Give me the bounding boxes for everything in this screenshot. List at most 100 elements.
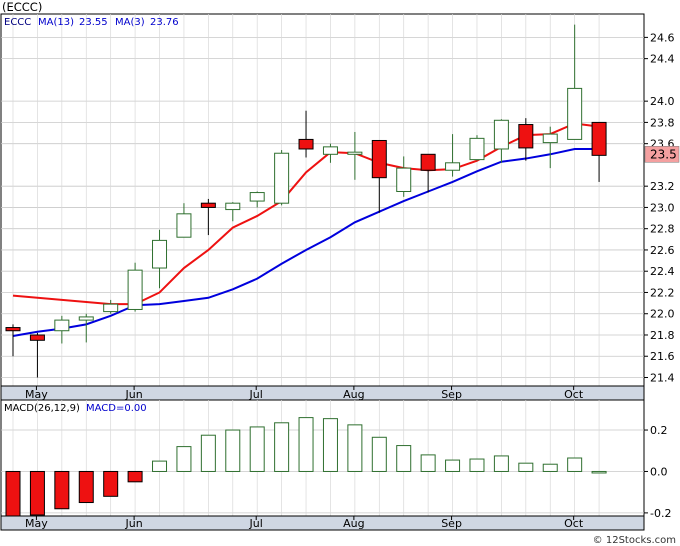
legend-ma3-name: MA(3) bbox=[115, 17, 145, 28]
candle bbox=[298, 110, 314, 158]
candle bbox=[225, 202, 241, 222]
candle bbox=[176, 203, 192, 238]
macd-panel: 0.2 0.0 -0.2 MACD(26,12,9) MACD=0.00 bbox=[0, 399, 671, 520]
price-month-label: Oct bbox=[564, 388, 584, 401]
macd-bar bbox=[567, 457, 583, 472]
price-panel: 24.624.424.023.823.623.223.022.822.622.4… bbox=[0, 13, 680, 387]
ticker-label: (ECCC) bbox=[2, 0, 42, 14]
macd-month-label: Jun bbox=[125, 517, 143, 530]
macd-bar bbox=[127, 470, 143, 483]
candle-body bbox=[29, 334, 45, 341]
candle bbox=[371, 139, 387, 213]
macd-time-labels: May Jun Jul Aug Sep Oct bbox=[25, 516, 584, 530]
price-tick-label: 22.0 bbox=[650, 308, 675, 321]
candle bbox=[322, 143, 338, 163]
macd-plot-frame bbox=[0, 399, 645, 517]
macd-tick-label: -0.2 bbox=[650, 507, 671, 520]
price-tick-label: 23.8 bbox=[650, 116, 675, 129]
legend-ma13-value: 23.55 bbox=[79, 17, 108, 28]
last-price-box bbox=[644, 146, 680, 163]
candle-body bbox=[200, 202, 216, 208]
candle bbox=[54, 315, 70, 344]
macd-bar bbox=[445, 459, 461, 472]
price-plot-frame bbox=[0, 13, 645, 387]
price-month-label: Jul bbox=[249, 388, 263, 401]
macd-month-label: Sep bbox=[441, 517, 462, 530]
macd-label: MACD(26,12,9) bbox=[4, 403, 80, 414]
macd-bar bbox=[5, 470, 21, 517]
price-month-label: Sep bbox=[441, 388, 462, 401]
candle bbox=[5, 324, 21, 357]
ma3-layer bbox=[12, 122, 600, 306]
macd-bar bbox=[591, 470, 607, 474]
macd-bar bbox=[396, 445, 412, 472]
macd-bar bbox=[103, 470, 119, 497]
candle bbox=[396, 156, 412, 197]
candle-body bbox=[567, 87, 583, 140]
price-tick-label: 22.2 bbox=[650, 286, 675, 299]
macd-bar bbox=[469, 458, 485, 472]
candle-body bbox=[469, 137, 485, 161]
price-tick-label: 24.0 bbox=[650, 95, 675, 108]
candle-body bbox=[249, 192, 265, 202]
last-price-marker: 23.5 bbox=[644, 146, 680, 163]
macd-bar bbox=[54, 470, 70, 510]
candle bbox=[591, 121, 607, 182]
macd-value-label: MACD=0.00 bbox=[86, 403, 147, 414]
price-legend: (ECCC) ECCC MA(13) 23.55 MA(3) 23.76 bbox=[2, 0, 179, 28]
price-month-label: May bbox=[25, 388, 48, 401]
candle-body bbox=[420, 153, 436, 171]
candle-body bbox=[78, 316, 94, 321]
price-month-label: Jun bbox=[125, 388, 143, 401]
legend-ma3-value: 23.76 bbox=[150, 17, 179, 28]
candle-body bbox=[542, 133, 558, 144]
price-tick-label: 21.6 bbox=[650, 350, 675, 363]
candle bbox=[29, 332, 45, 378]
legend-ticker: ECCC bbox=[4, 17, 31, 28]
price-tick-label: 23.2 bbox=[650, 180, 675, 193]
macd-bar bbox=[176, 446, 192, 472]
macd-bars bbox=[5, 417, 607, 517]
price-tick-label: 23.0 bbox=[650, 201, 675, 214]
price-time-axis bbox=[0, 385, 645, 401]
candles bbox=[5, 24, 607, 378]
macd-time-axis bbox=[0, 515, 645, 531]
price-tick-label: 22.4 bbox=[650, 265, 675, 278]
price-tick-label: 24.6 bbox=[650, 31, 675, 44]
price-tick-label: 22.8 bbox=[650, 223, 675, 236]
price-tick-label: 24.4 bbox=[650, 53, 675, 66]
candle bbox=[567, 24, 583, 140]
candle bbox=[420, 153, 436, 193]
candle bbox=[249, 191, 265, 208]
price-time-labels: May Jun Jul Aug Sep Oct bbox=[25, 386, 584, 401]
candle-body bbox=[274, 152, 290, 204]
macd-bar bbox=[322, 418, 338, 472]
macd-bar bbox=[420, 454, 436, 472]
candle bbox=[469, 135, 485, 161]
macd-month-label: Aug bbox=[343, 517, 364, 530]
macd-tick-label: 0.2 bbox=[650, 424, 668, 437]
price-tick-label: 21.4 bbox=[650, 371, 675, 384]
macd-bar bbox=[249, 426, 265, 472]
macd-axis: 0.2 0.0 -0.2 bbox=[644, 424, 671, 520]
ma3-line bbox=[12, 122, 600, 306]
macd-bar bbox=[200, 434, 216, 472]
candle-body bbox=[396, 167, 412, 192]
candle-body bbox=[127, 269, 143, 310]
macd-bar bbox=[518, 462, 534, 472]
macd-bar bbox=[274, 422, 290, 472]
candle-body bbox=[347, 151, 363, 155]
watermark: © 12Stocks.com bbox=[593, 535, 676, 546]
macd-bar bbox=[29, 470, 45, 516]
price-tick-label: 22.6 bbox=[650, 244, 675, 257]
macd-bar bbox=[493, 455, 509, 472]
candle bbox=[274, 150, 290, 206]
candle bbox=[152, 229, 168, 289]
macd-bar bbox=[542, 463, 558, 472]
candle-body bbox=[103, 303, 119, 313]
legend-ma13-name: MA(13) bbox=[38, 17, 74, 28]
macd-bar bbox=[347, 424, 363, 472]
candle-body bbox=[152, 239, 168, 269]
macd-tick-label: 0.0 bbox=[650, 465, 668, 478]
